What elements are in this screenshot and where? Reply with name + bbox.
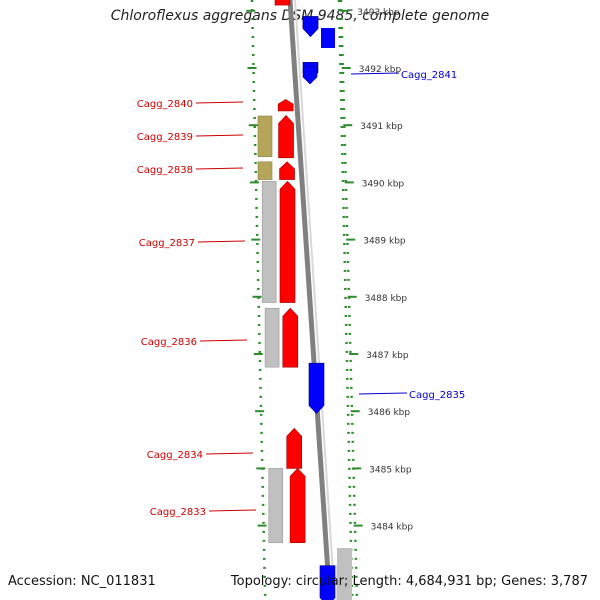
tick-label: 3485 kbp: [369, 465, 412, 475]
label-leader-line: [197, 240, 246, 243]
gene-label-cagg_2837: Cagg_2837: [139, 238, 195, 249]
gene-arrow-cagg_2838: [279, 161, 295, 180]
gene-label-cagg_2834: Cagg_2834: [147, 450, 203, 461]
gene-arrow: [302, 16, 319, 37]
tick-label: 3491 kbp: [360, 122, 403, 132]
tick-label: 3486 kbp: [368, 408, 411, 418]
inner-dotted-boundary: [250, 0, 267, 600]
topology-summary: Topology: circular; Length: 4,684,931 bp…: [230, 574, 588, 589]
feature-tracks: [257, 115, 352, 600]
label-leader-line: [350, 72, 400, 75]
tick-label: 3490 kbp: [362, 179, 405, 189]
tick-label: 3488 kbp: [365, 294, 408, 304]
tick-label: 3493 kbp: [357, 8, 400, 18]
tick-label: 3487 kbp: [366, 351, 409, 361]
olive-feature-bar: [257, 115, 273, 157]
backbone: [287, 0, 336, 600]
gene-label-cagg_2840: Cagg_2840: [137, 99, 193, 110]
gene-arrow-cagg_2837: [279, 180, 296, 303]
gene-arrow-cagg_2839: [278, 115, 294, 159]
genome-backbone: [287, 0, 333, 600]
gray-feature-bar: [268, 468, 284, 544]
scale-ticks: 3493 kbp 3492 kbp 3491 kbp 3490 kbp 3489 kbp…: [246, 0, 413, 600]
outer-dotted-boundary: [337, 0, 354, 600]
gene-arrow-cagg_2840: [277, 99, 294, 112]
tick-label: 3484 kbp: [371, 523, 414, 533]
label-leader-line: [358, 392, 408, 395]
gene-labels: Cagg_2841 Cagg_2840 Cagg_2839 Cagg_2838 Cagg…: [137, 70, 466, 518]
tick-label: 3489 kbp: [363, 237, 406, 247]
label-leader-line: [205, 452, 254, 455]
gray-feature-bar: [264, 307, 280, 368]
gene-arrow-cagg_2834: [286, 427, 303, 469]
label-leader-line: [208, 509, 257, 512]
gene-label-cagg_2839: Cagg_2839: [137, 132, 193, 143]
gray-feature-bar: [261, 180, 277, 303]
label-leader-line: [199, 339, 248, 342]
label-leader-line: [195, 167, 244, 170]
tick-label: 3492 kbp: [359, 65, 402, 75]
gene-label-cagg_2841: Cagg_2841: [401, 70, 457, 81]
gene-arrows: [274, 0, 352, 600]
label-leader-line: [195, 134, 244, 137]
genome-backbone-highlight: [294, 0, 336, 600]
gene-label-cagg_2835: Cagg_2835: [409, 390, 465, 401]
olive-feature-bar: [257, 161, 273, 180]
accession-text: Accession: NC_011831: [8, 574, 156, 589]
gene-label-cagg_2833: Cagg_2833: [150, 507, 206, 518]
gene-arrow-cagg_2841: [302, 66, 318, 85]
outer-dotted-boundary: [339, 0, 359, 600]
gene-arrow: [321, 28, 335, 48]
label-leader-line: [195, 101, 244, 104]
map-title: Chloroflexus aggregans DSM 9485, complet…: [110, 8, 490, 24]
gene-label-cagg_2836: Cagg_2836: [141, 337, 197, 348]
gene-arrow: [319, 565, 336, 600]
gray-feature-bar: [337, 548, 352, 600]
gene-arrow-cagg_2833: [289, 467, 306, 544]
gene-arrow-cagg_2836: [282, 307, 299, 368]
gene-arrow-cagg_2835: [308, 362, 325, 414]
gene-label-cagg_2838: Cagg_2838: [137, 165, 193, 176]
gene-arrow: [274, 0, 291, 6]
